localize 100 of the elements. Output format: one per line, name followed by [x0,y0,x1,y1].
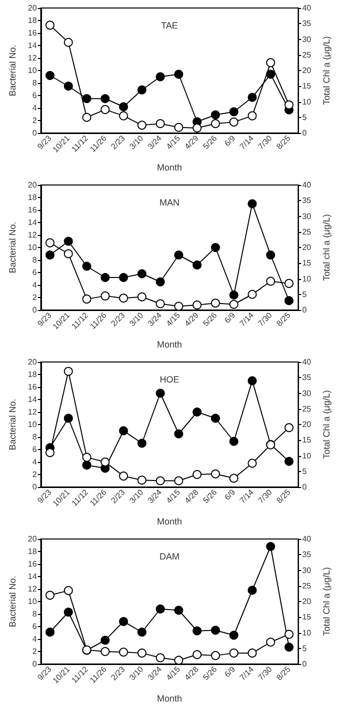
text: DAM [160,552,180,562]
x-tick-label: 7/14 [238,133,256,152]
point [284,642,294,652]
y2-tick-label: 20 [302,243,312,252]
y-tick-label: 8 [32,432,38,442]
y2-axis-title: Total Chl a (μg/L) [322,567,332,636]
x-axis-title: Month [156,516,182,526]
point [192,260,202,270]
y-axis-title: Bacterial No. [8,398,18,450]
point [174,122,184,132]
point [248,458,257,468]
y2-tick-label: 0 [302,660,308,668]
point [156,119,165,128]
y-tick-label: 0 [32,482,38,492]
point [156,604,165,614]
point [266,276,276,286]
x-tick-label: 9/23 [36,664,54,682]
text: HOE [160,374,180,384]
y-tick-label: 18 [28,16,38,25]
y-tick-label: 2 [32,470,38,479]
point [82,94,92,104]
y-tick-label: 14 [28,41,38,50]
y-tick-label: 8 [32,256,38,264]
y-tick-label: 20 [28,534,38,544]
x-tick-label: 4/29 [182,133,201,152]
x-tick-label: 7/30 [256,133,274,152]
y-tick-label: 10 [28,597,38,606]
point [248,290,257,299]
point [64,38,73,47]
point [174,250,184,260]
y-tick-label: 4 [32,634,38,644]
point [137,476,146,485]
x-tick-label: 3/24 [146,487,164,506]
point [64,608,73,617]
point [119,273,128,282]
y-tick-label: 8 [32,610,38,618]
x-tick-label: 6/9 [222,310,238,326]
point [137,292,146,302]
x-tick-label: 6/9 [222,664,238,680]
point [82,112,92,122]
x-axis-title: Month [156,694,182,704]
y2-tick-label: 0 [302,306,308,314]
point [64,366,73,376]
point [119,617,128,626]
point [100,273,110,282]
y2-tick-label: 30 [302,566,312,575]
y2-axis-title: Total Chl a (μg/L) [322,36,332,105]
point [119,472,128,481]
y-tick-label: 6 [32,445,38,454]
point [266,638,276,647]
point [174,656,184,665]
text: TAE [161,20,178,30]
y2-tick-label: 35 [302,373,312,382]
point [64,236,73,246]
point [192,408,202,416]
point [248,648,257,658]
point [46,628,54,637]
point [64,249,73,258]
y-tick-label: 20 [28,358,38,366]
x-tick-label: 5/26 [201,133,220,152]
y-axis-title: Bacterial No. [8,222,18,274]
y-tick-label: 16 [28,206,38,214]
point [210,110,220,120]
x-tick-label: 4/28 [182,664,201,682]
point [192,300,202,310]
y-tick-label: 10 [28,420,38,429]
point [229,300,238,309]
y-tick-label: 20 [28,4,38,12]
y2-tick-label: 25 [302,404,312,414]
y2-tick-label: 5 [302,644,308,653]
y-tick-label: 18 [28,370,38,379]
y2-tick-label: 5 [302,466,308,476]
y-tick-label: 0 [32,128,38,138]
point [137,120,146,130]
y2-tick-label: 25 [302,227,312,236]
y2-tick-label: 40 [302,534,312,544]
point [156,388,165,398]
point [248,111,257,120]
y2-tick-label: 35 [302,550,312,560]
point [64,82,73,91]
y-tick-label: 20 [28,180,38,190]
point [266,58,276,68]
y2-tick-label: 40 [302,4,312,12]
point [119,648,128,657]
point [174,302,184,311]
y-tick-label: 14 [28,572,38,581]
y-tick-label: 0 [32,660,38,668]
y-tick-label: 4 [32,458,38,466]
x-tick-label: 7/30 [256,310,274,328]
point [192,470,202,479]
y2-tick-label: 25 [302,581,312,590]
y-tick-label: 8 [32,78,38,88]
y-tick-label: 2 [32,293,38,302]
point [100,291,110,300]
y-axis-title: Bacterial No. [8,576,18,628]
point [46,448,54,458]
point [284,100,294,110]
point [82,262,92,271]
y2-tick-label: 40 [302,358,312,366]
y2-tick-label: 15 [302,258,312,268]
